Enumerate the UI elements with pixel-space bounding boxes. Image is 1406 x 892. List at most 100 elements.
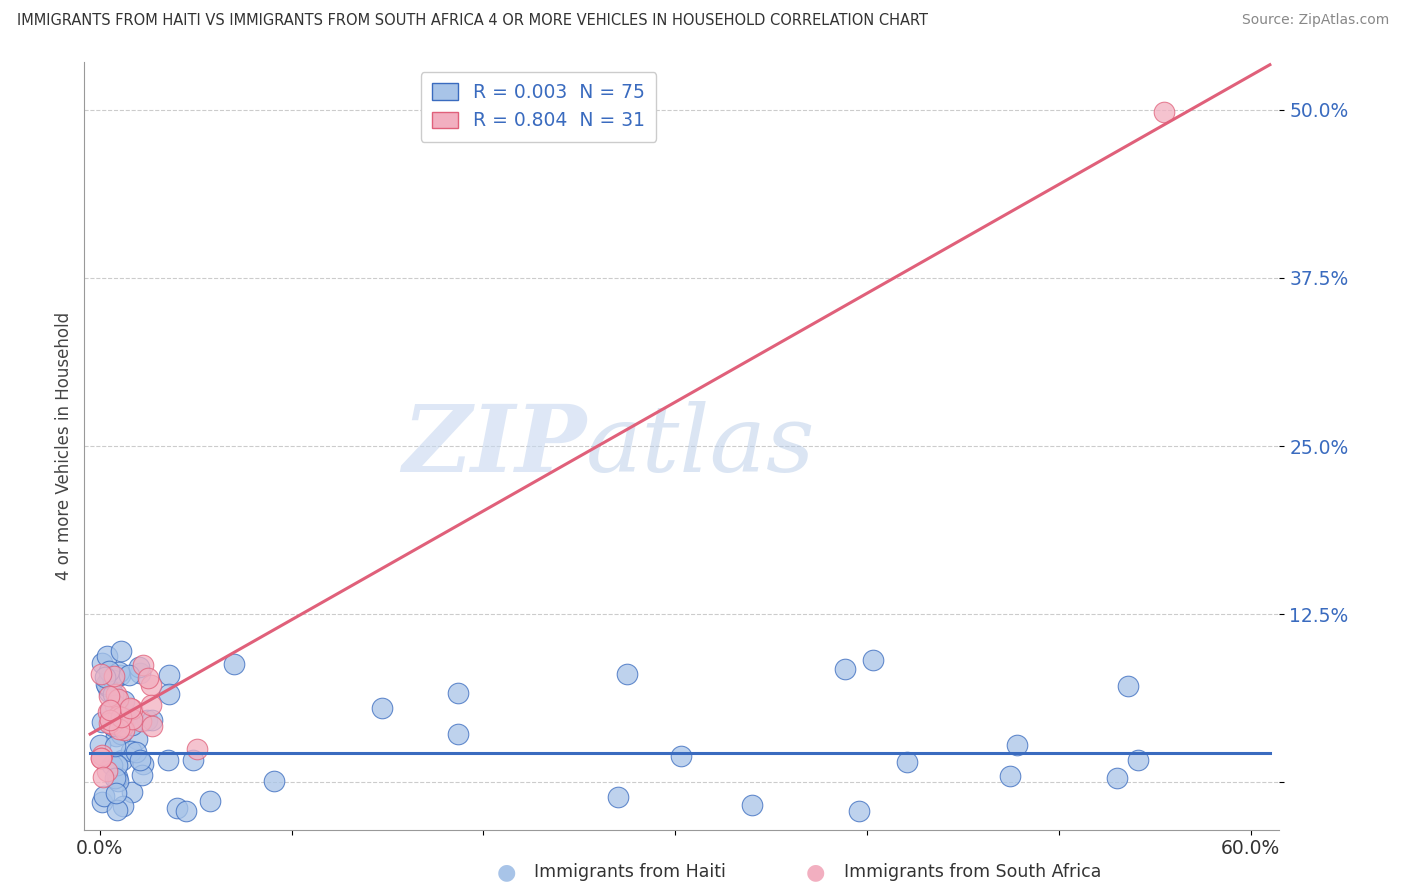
Point: [97, 705, 120, 719]
Point: [98, 689, 121, 703]
Point: [98, 702, 121, 716]
Text: ●: ●: [496, 863, 516, 882]
Point: [101, 758, 124, 772]
Point: [112, 693, 135, 707]
Point: [108, 665, 131, 679]
Point: [98, 664, 121, 678]
Text: Source: ZipAtlas.com: Source: ZipAtlas.com: [1241, 13, 1389, 28]
Point: [125, 731, 148, 746]
Point: [118, 668, 141, 682]
Point: [104, 771, 127, 785]
Point: [112, 723, 135, 738]
Point: [741, 797, 763, 812]
Point: [128, 753, 150, 767]
Point: [222, 657, 245, 672]
Point: [834, 662, 856, 676]
Text: ●: ●: [806, 863, 825, 882]
Point: [96, 649, 118, 664]
Point: [186, 741, 208, 756]
Point: [105, 803, 128, 817]
Point: [141, 698, 163, 712]
Point: [91, 795, 114, 809]
Point: [104, 786, 127, 800]
Y-axis label: 4 or more Vehicles in Household: 4 or more Vehicles in Household: [55, 312, 73, 580]
Point: [101, 717, 124, 731]
Point: [107, 774, 129, 789]
Point: [111, 719, 134, 733]
Point: [121, 712, 143, 726]
Point: [90, 656, 112, 670]
Point: [1005, 738, 1028, 752]
Point: [181, 753, 204, 767]
Point: [90, 666, 112, 681]
Point: [111, 753, 134, 767]
Point: [671, 748, 693, 763]
Point: [94, 670, 117, 684]
Point: [174, 804, 197, 818]
Point: [96, 679, 118, 693]
Point: [848, 805, 870, 819]
Point: [896, 756, 918, 770]
Point: [107, 695, 129, 709]
Point: [103, 671, 125, 685]
Point: [89, 738, 111, 752]
Point: [108, 668, 131, 682]
Point: [91, 748, 114, 763]
Point: [101, 719, 124, 733]
Point: [157, 667, 180, 681]
Point: [110, 710, 132, 724]
Point: [107, 709, 129, 723]
Point: [105, 729, 128, 743]
Point: [97, 671, 120, 685]
Text: IMMIGRANTS FROM HAITI VS IMMIGRANTS FROM SOUTH AFRICA 4 OR MORE VEHICLES IN HOUS: IMMIGRANTS FROM HAITI VS IMMIGRANTS FROM…: [17, 13, 928, 29]
Point: [100, 703, 122, 717]
Point: [128, 666, 150, 681]
Point: [111, 799, 134, 814]
Point: [100, 713, 122, 727]
Point: [105, 757, 128, 772]
Point: [370, 701, 392, 715]
Point: [101, 687, 124, 701]
Point: [263, 774, 285, 789]
Point: [156, 753, 179, 767]
Point: [90, 751, 112, 765]
Point: [120, 744, 142, 758]
Point: [862, 653, 884, 667]
Text: ZIP: ZIP: [402, 401, 586, 491]
Point: [125, 745, 148, 759]
Point: [135, 714, 157, 728]
Point: [141, 713, 163, 727]
Point: [107, 692, 129, 706]
Point: [96, 764, 118, 778]
Point: [128, 660, 150, 674]
Point: [110, 644, 132, 658]
Point: [198, 794, 221, 808]
Point: [132, 657, 155, 672]
Point: [104, 698, 127, 712]
Text: Immigrants from Haiti: Immigrants from Haiti: [534, 863, 725, 881]
Point: [1116, 679, 1139, 693]
Point: [120, 701, 142, 715]
Point: [131, 768, 153, 782]
Text: atlas: atlas: [586, 401, 815, 491]
Point: [121, 718, 143, 732]
Point: [101, 673, 124, 687]
Point: [90, 751, 112, 765]
Point: [105, 687, 128, 701]
Point: [606, 789, 628, 804]
Point: [105, 770, 128, 784]
Point: [447, 727, 470, 741]
Point: [115, 711, 138, 725]
Point: [157, 687, 180, 701]
Point: [93, 789, 115, 803]
Point: [132, 757, 155, 772]
Point: [121, 701, 143, 715]
Point: [110, 727, 132, 741]
Point: [1126, 753, 1149, 767]
Point: [1153, 105, 1175, 120]
Point: [91, 770, 114, 784]
Point: [141, 719, 163, 733]
Point: [129, 714, 152, 728]
Point: [166, 800, 188, 814]
Point: [107, 723, 129, 737]
